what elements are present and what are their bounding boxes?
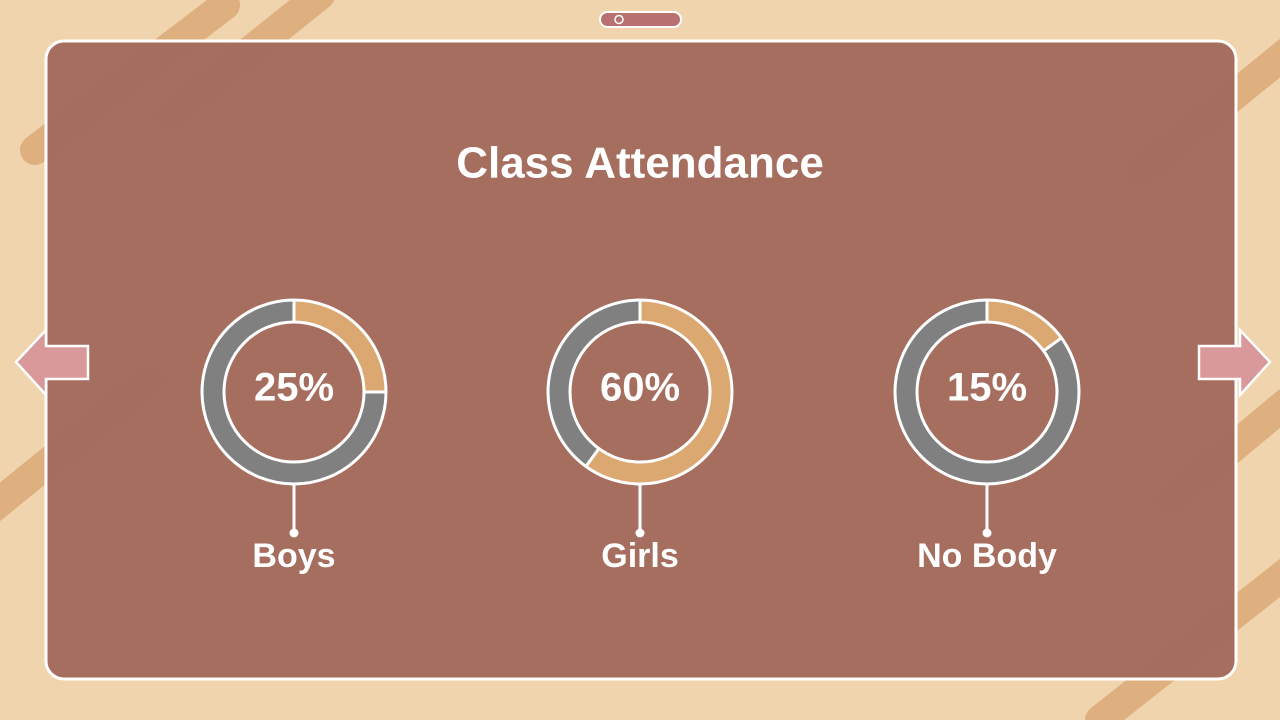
top-pill: [599, 11, 682, 28]
donut-inner-ring: [222, 320, 366, 464]
title: Class Attendance: [456, 139, 824, 188]
pill-dot: [614, 14, 624, 25]
value-label: 25%: [254, 366, 334, 410]
donut-inner-ring: [568, 320, 712, 464]
donut-inner-ring: [915, 320, 1059, 464]
value-label: 60%: [600, 366, 680, 410]
donut-chart: 25% Boys: [200, 298, 388, 575]
connector-dot: [289, 528, 299, 538]
segment-divider: [584, 447, 601, 468]
next-arrow[interactable]: [1197, 326, 1272, 399]
donut-segment: [986, 300, 1062, 351]
donut-chart: 60% Girls: [546, 298, 734, 575]
connector-dot: [982, 528, 992, 538]
category-label: Girls: [601, 537, 678, 575]
donut-segment: [586, 300, 732, 484]
value-label: 15%: [947, 366, 1027, 410]
donut-segment: [293, 300, 386, 393]
connector-dot: [635, 528, 645, 538]
charts: 25% Boys 60% Girls 15% No Body: [200, 298, 1081, 575]
category-label: Boys: [252, 537, 335, 575]
donut-chart: 15% No Body: [893, 298, 1081, 575]
category-label: No Body: [917, 537, 1057, 575]
prev-arrow[interactable]: [14, 326, 90, 399]
segment-divider: [1042, 336, 1063, 353]
